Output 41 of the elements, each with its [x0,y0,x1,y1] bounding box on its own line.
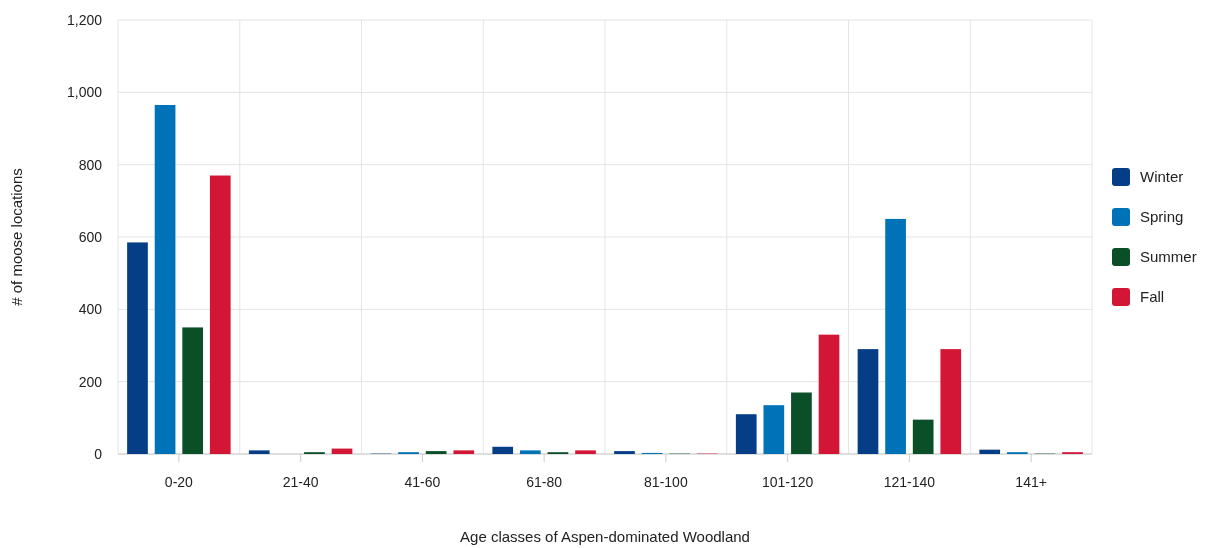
bar [857,349,879,454]
bar [763,405,785,454]
bar [182,327,204,454]
bar [154,104,176,454]
legend-label: Fall [1140,288,1165,305]
bar [127,242,148,454]
x-tick-label: 61-80 [526,474,563,490]
x-tick-label: 141+ [1015,474,1047,490]
legend-label: Spring [1140,208,1184,225]
bar [818,334,840,454]
bar [519,450,541,454]
y-tick-label: 800 [78,156,103,173]
x-axis-title: Age classes of Aspen-dominated Woodland [460,528,750,545]
y-tick-label: 400 [78,301,103,318]
bar [453,450,475,454]
bar [885,218,906,454]
y-tick-label: 0 [94,446,103,462]
bar [425,451,447,454]
x-tick-label: 0-20 [164,474,194,490]
x-tick-label: 21-40 [282,474,319,490]
x-tick-label: 81-100 [644,474,688,490]
x-tick-label: 41-60 [404,474,441,490]
bar [940,349,962,454]
x-tick-label: 121-140 [883,474,936,490]
bar [492,446,514,454]
legend-label: Winter [1140,168,1184,185]
bar [791,392,812,454]
bar [248,450,270,454]
y-tick-label: 1,000 [66,84,103,101]
y-axis-title: # of moose locations [8,168,25,306]
bar [979,449,1001,454]
y-tick-label: 200 [78,373,103,390]
bar [735,414,757,454]
x-tick-label: 101-120 [761,474,814,490]
bar [575,450,596,454]
legend-label: Summer [1140,248,1197,265]
bar [912,419,934,454]
bar [209,175,231,454]
y-tick-label: 1,200 [66,12,103,28]
y-tick-label: 600 [78,229,103,245]
bar [614,451,635,454]
